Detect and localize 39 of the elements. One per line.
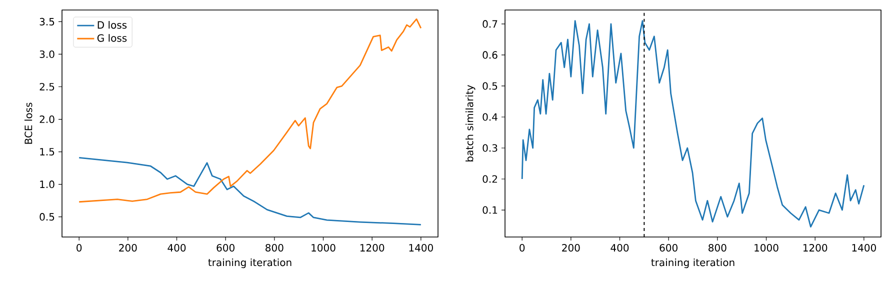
x-tick-label: 600 (216, 244, 234, 252)
y-tick-label: 0.2 (482, 175, 497, 183)
y-tick-label: 0.1 (482, 206, 498, 214)
y-tick-label: 0.3 (482, 144, 498, 152)
y-tick-label: 0.6 (482, 51, 498, 59)
x-tick-label: 1000 (754, 244, 778, 252)
y-tick-label: 1.0 (40, 180, 54, 188)
y-tick-label: 0.5 (482, 82, 498, 90)
line-series (78, 156, 422, 226)
y-tick-label: 3.0 (40, 50, 54, 58)
y-tick-label: 0.5 (40, 213, 54, 221)
x-tick-label: 0 (520, 244, 525, 252)
x-tick-label: 200 (119, 244, 137, 252)
y-tick-label: 0.7 (482, 20, 498, 28)
x-tick-label: 800 (708, 244, 726, 252)
x-axis-title: training iteration (651, 258, 734, 268)
x-tick-label: 1200 (803, 244, 828, 252)
x-tick-label: 1200 (360, 244, 384, 252)
y-tick-label: 2.0 (40, 115, 54, 124)
y-axis-title: batch similarity (466, 85, 476, 162)
x-tick-label: 1400 (409, 244, 433, 252)
y-tick-label: 1.5 (40, 148, 54, 156)
legend-label: D loss (98, 20, 127, 29)
y-tick-label: 3.5 (40, 18, 54, 26)
x-tick-label: 1400 (852, 244, 876, 252)
legend-label: G loss (97, 34, 127, 42)
y-tick-label: 0.4 (482, 113, 498, 121)
y-tick-label: 2.5 (40, 82, 54, 91)
x-axis-title: training iteration (208, 258, 292, 268)
y-axis-title: BCE loss (24, 102, 32, 144)
x-tick-label: 0 (76, 244, 82, 252)
x-tick-label: 800 (266, 244, 284, 252)
x-tick-label: 400 (610, 244, 629, 252)
x-tick-label: 1000 (312, 244, 336, 252)
x-tick-label: 200 (562, 244, 580, 252)
x-tick-label: 400 (168, 244, 186, 252)
line-series (78, 18, 422, 203)
x-tick-label: 600 (660, 244, 678, 252)
line-series (521, 20, 865, 228)
